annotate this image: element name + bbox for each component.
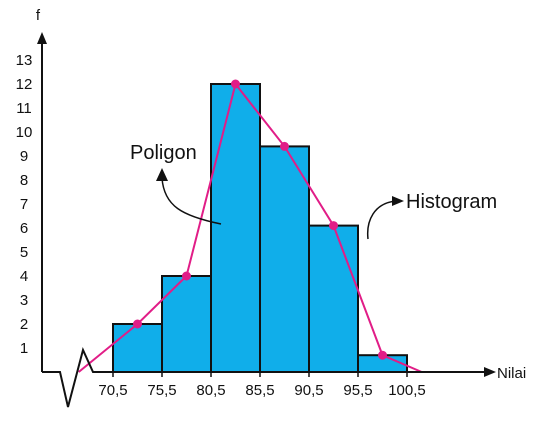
y-tick-label-8: 8 — [20, 172, 28, 189]
y-axis-label: f — [36, 7, 41, 24]
x-axis-line — [42, 347, 484, 408]
polygon-point-2 — [182, 271, 191, 281]
y-axis-arrowhead — [37, 32, 47, 44]
y-tick-label-4: 4 — [20, 268, 28, 285]
x-axis-label: Nilai — [497, 365, 526, 382]
x-tick-label-4: 85,5 — [245, 382, 274, 399]
histogram-bar-2 — [161, 275, 212, 373]
polygon-annotation-arrowhead — [156, 168, 168, 181]
polygon-point-4 — [280, 141, 289, 151]
y-tick-label-1: 1 — [20, 340, 28, 357]
polygon-annotation-pointer — [161, 177, 222, 225]
y-tick-label-9: 9 — [20, 148, 28, 165]
x-tick-label-5: 90,5 — [294, 382, 323, 399]
y-tick-label-3: 3 — [20, 292, 28, 309]
x-tick-label-7: 100,5 — [388, 382, 426, 399]
x-tick-label-1: 70,5 — [98, 382, 127, 399]
histogram-bars — [112, 83, 408, 374]
polygon-line — [78, 81, 423, 373]
y-tick-label-2: 2 — [20, 316, 28, 333]
frequency-polygon — [78, 79, 423, 373]
polygon-point-3 — [231, 79, 240, 89]
histogram-annotation-arrowhead — [392, 196, 404, 206]
histogram-bar-5 — [308, 224, 359, 373]
y-tick-label-11: 11 — [16, 100, 32, 117]
y-tick-label-13: 13 — [16, 52, 33, 69]
histogram-annotation-label: Histogram — [406, 191, 497, 213]
polygon-point-5 — [329, 221, 338, 231]
y-tick-label-7: 7 — [20, 196, 28, 213]
histogram-bar-1 — [112, 323, 163, 373]
x-tick-label-3: 80,5 — [196, 382, 225, 399]
y-tick-label-12: 12 — [16, 76, 33, 93]
histogram-bar-3 — [210, 83, 261, 373]
x-axis-arrowhead — [484, 367, 496, 377]
y-tick-label-5: 5 — [20, 244, 28, 261]
polygon-point-6 — [378, 350, 387, 360]
x-tick-label-2: 75,5 — [147, 382, 176, 399]
y-tick-label-10: 10 — [16, 124, 33, 141]
x-tick-label-6: 95,5 — [343, 382, 372, 399]
histogram-bar-4 — [259, 145, 310, 373]
polygon-point-1 — [133, 319, 142, 329]
histogram-annotation-pointer — [366, 200, 397, 240]
y-tick-label-6: 6 — [20, 220, 28, 237]
polygon-annotation-label: Poligon — [130, 142, 197, 164]
x-axis-ticks: 70,5 75,5 80,5 85,5 90,5 95,5 100,5 — [98, 372, 426, 399]
